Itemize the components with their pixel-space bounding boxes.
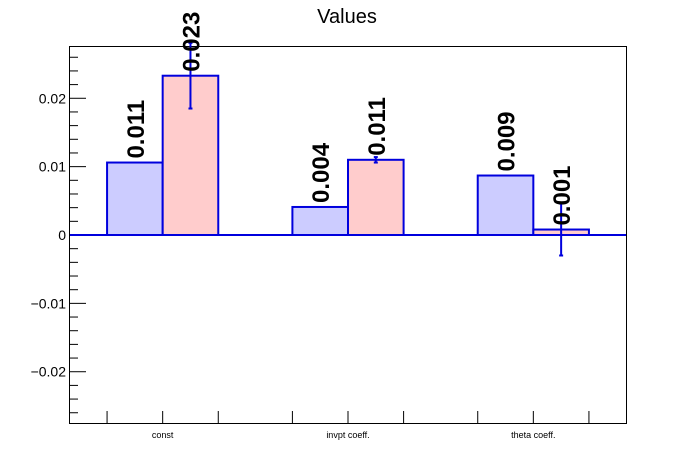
category-label: const: [152, 430, 174, 440]
data-label: 0.023: [178, 12, 205, 72]
data-label: 0.011: [364, 97, 391, 156]
bars: [106, 74, 590, 237]
plot-frame: [69, 46, 627, 424]
category-label: invpt coeff.: [326, 430, 369, 440]
y-tick-label: −0.02: [31, 364, 67, 380]
y-tick-label: 0: [58, 227, 66, 243]
y-tick-label: −0.01: [31, 295, 67, 311]
y-axis: −0.02 −0.01 0 0.01 0.02: [31, 56, 86, 414]
data-label: 0.004: [308, 142, 335, 203]
data-label: 0.011: [123, 100, 150, 159]
data-label: 0.009: [494, 111, 521, 171]
x-axis: const invpt coeff. theta coeff.: [106, 411, 590, 440]
bar: [106, 161, 164, 236]
y-tick-label: 0.01: [39, 159, 66, 175]
y-tick-label: 0.02: [39, 90, 66, 106]
bar: [291, 205, 349, 236]
bar: [476, 174, 535, 236]
chart-title: Values: [317, 6, 377, 28]
bar: [347, 158, 405, 236]
data-label: 0.001: [549, 165, 576, 225]
category-label: theta coeff.: [511, 430, 555, 440]
error-bars: [188, 41, 564, 257]
data-labels: 0.011 0.004 0.009 0.023 0.011 0.001: [123, 12, 576, 226]
